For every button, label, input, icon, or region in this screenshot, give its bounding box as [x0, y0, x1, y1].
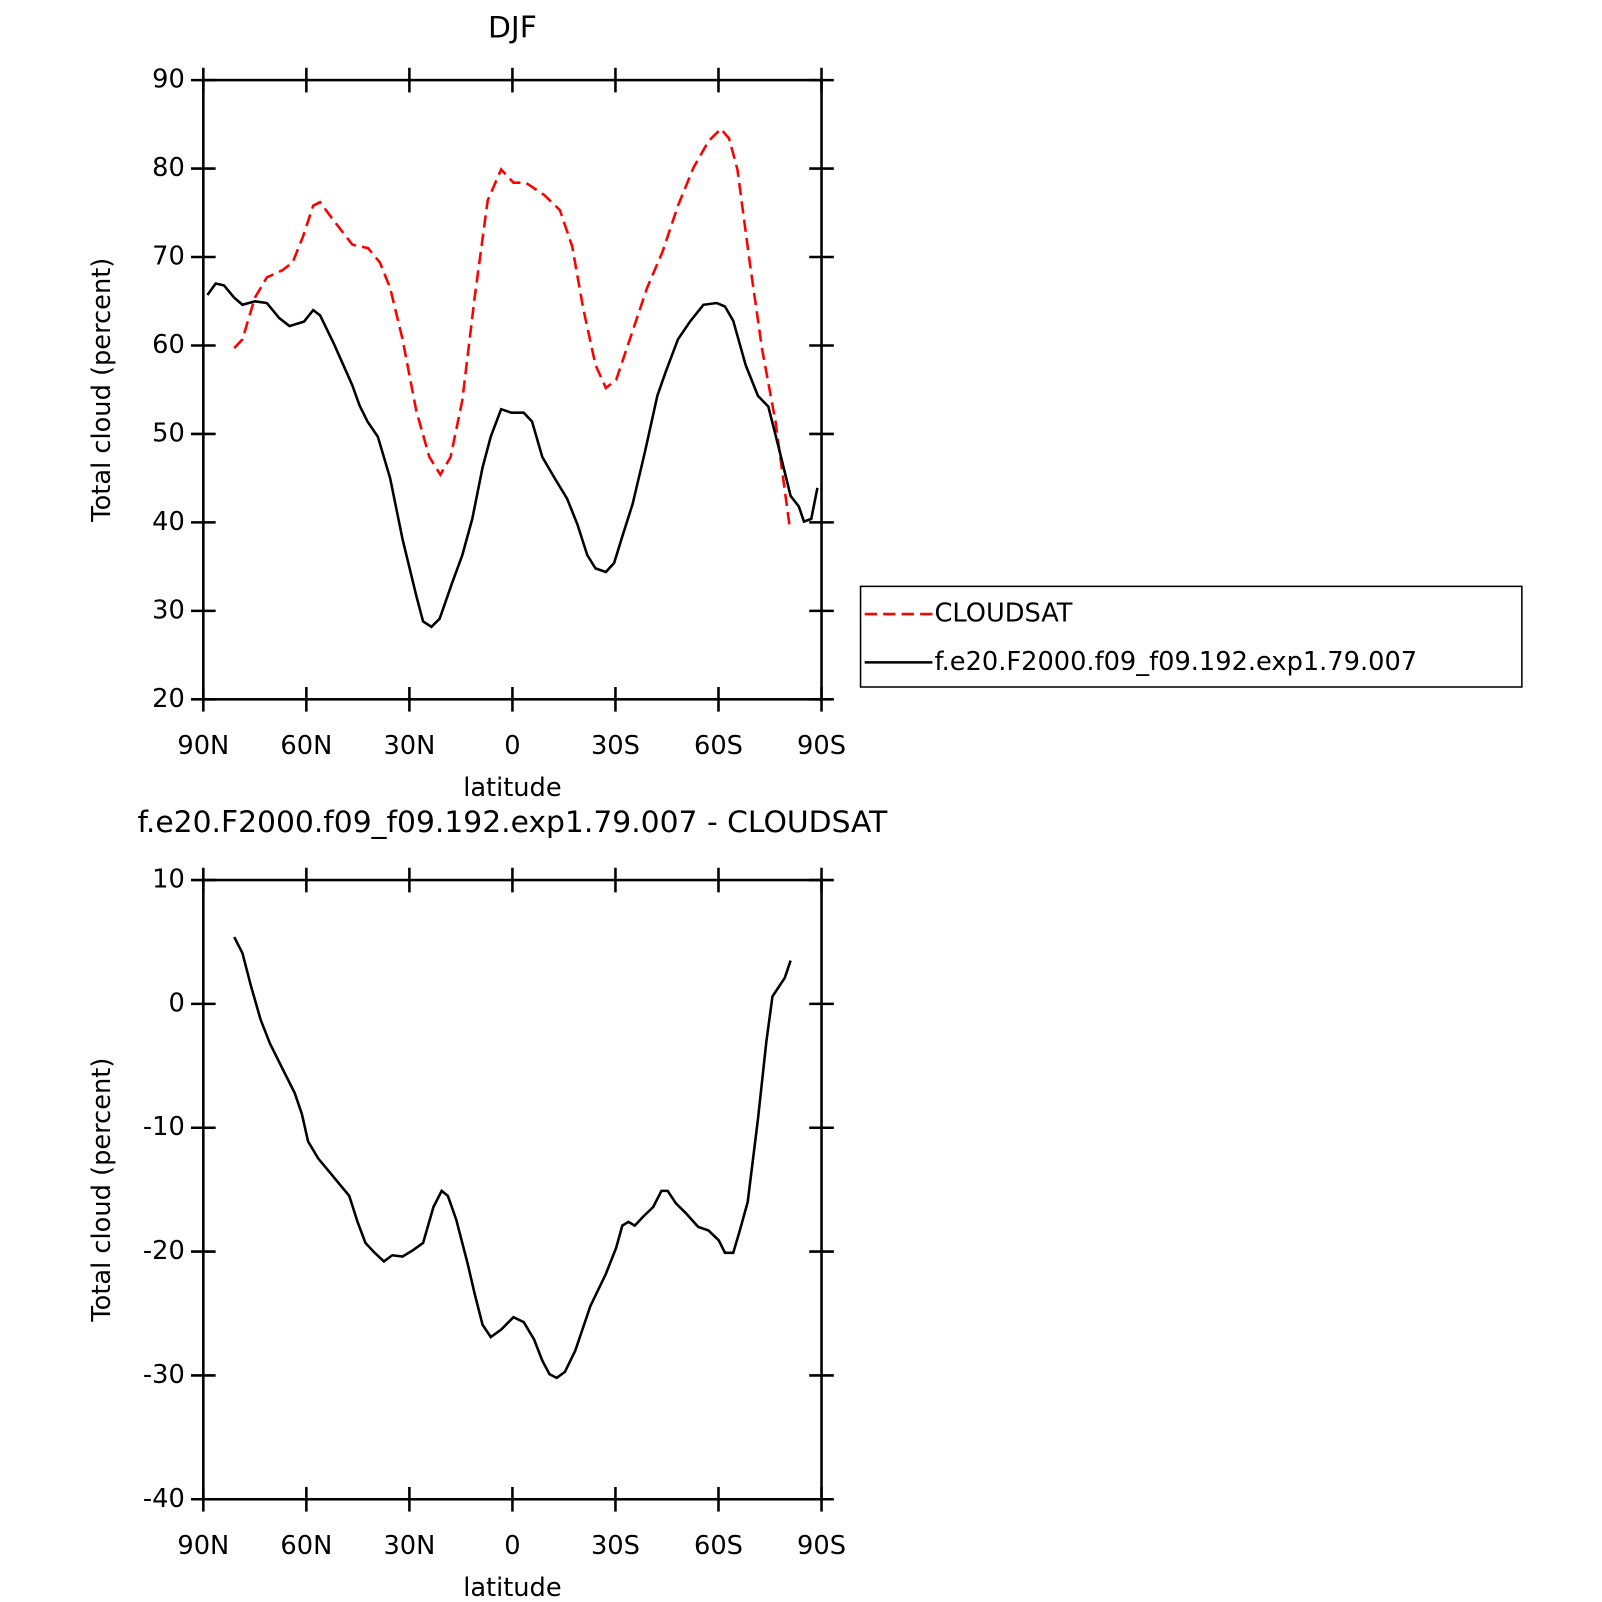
legend-label: f.e20.F2000.f09_f09.192.exp1.79.007 — [934, 647, 1417, 677]
plot-frame — [202, 878, 823, 1501]
y-tick-label: 20 — [152, 684, 185, 714]
legend-box — [859, 585, 1523, 688]
legend-label: CLOUDSAT — [934, 599, 1072, 629]
y-tick-label: -20 — [143, 1236, 185, 1266]
x-tick-label: 0 — [504, 1531, 520, 1561]
y-tick-label: -40 — [143, 1484, 185, 1514]
chart-title: f.e20.F2000.f09_f09.192.exp1.79.007 - CL… — [138, 805, 889, 840]
data-line — [233, 936, 792, 1380]
y-tick-label: 30 — [152, 595, 185, 625]
x-tick-label: 90S — [797, 1531, 846, 1561]
y-tick-label: 50 — [152, 418, 185, 448]
x-axis-label: latitude — [463, 773, 561, 803]
plot-frame — [202, 78, 823, 701]
x-axis-label: latitude — [463, 1573, 561, 1602]
y-tick-label: 0 — [169, 988, 185, 1018]
y-tick-label: 10 — [152, 865, 185, 895]
x-tick-label: 0 — [504, 731, 520, 761]
y-axis-label: Total cloud (percent) — [87, 1058, 117, 1323]
y-tick-label: 40 — [152, 507, 185, 537]
x-tick-label: 90S — [797, 731, 846, 761]
y-tick-label: -30 — [143, 1360, 185, 1390]
x-tick-label: 30N — [383, 731, 435, 761]
y-tick-label: 90 — [152, 65, 185, 95]
data-line — [233, 126, 791, 527]
y-tick-label: -10 — [143, 1112, 185, 1142]
figure-body: DJF 90N 60N 30N 0 30S 60S 90S 20 30 40 50 60 70 80 90 la… — [87, 10, 1523, 1602]
x-tick-label: 60N — [280, 731, 332, 761]
y-tick-label: 80 — [152, 153, 185, 183]
chart-title: DJF — [488, 10, 537, 45]
y-axis-label: Total cloud (percent) — [87, 258, 117, 523]
y-tick-label: 60 — [152, 330, 185, 360]
x-tick-label: 30N — [383, 1531, 435, 1561]
x-tick-label: 60S — [694, 731, 743, 761]
x-tick-label: 60N — [280, 1531, 332, 1561]
x-tick-label: 30S — [591, 731, 640, 761]
x-tick-label: 60S — [694, 1531, 743, 1561]
x-tick-label: 30S — [591, 1531, 640, 1561]
x-tick-label: 90N — [177, 731, 229, 761]
y-tick-label: 70 — [152, 242, 185, 272]
data-line — [206, 282, 819, 629]
x-tick-label: 90N — [177, 1531, 229, 1561]
